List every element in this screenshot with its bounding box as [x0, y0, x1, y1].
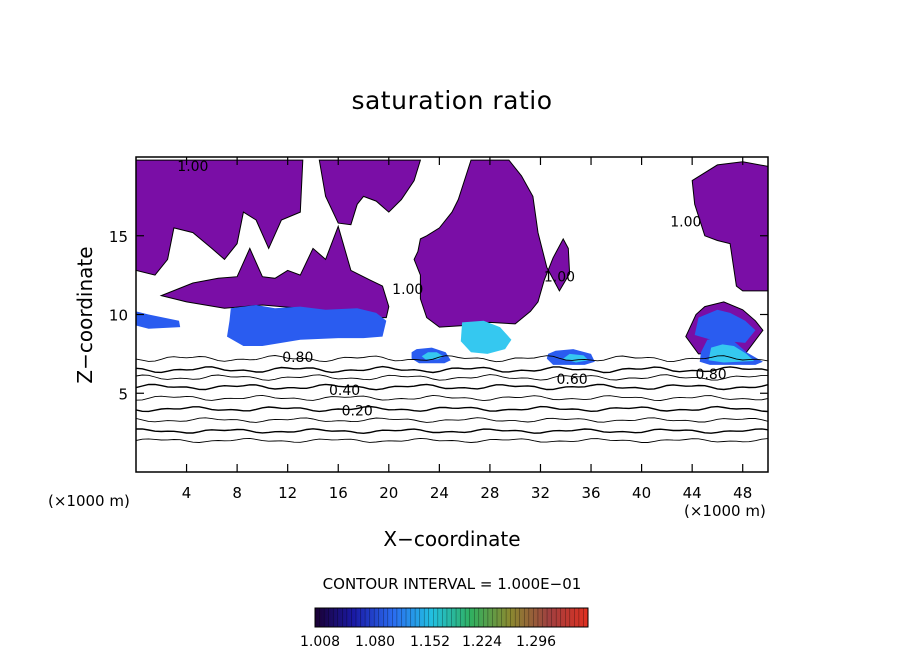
- x-axis-ticks: 4 8 12 16 20 24 28 32 36 40 44 48: [182, 157, 752, 502]
- x-tick-label-12: 12: [278, 484, 297, 502]
- contour-line-0.9: [136, 355, 768, 363]
- x-axis-title: X−coordinate: [383, 527, 520, 551]
- colorbar-ticks: [319, 608, 584, 627]
- contour-line-0.4: [136, 405, 768, 413]
- x-tick-label-44: 44: [683, 484, 702, 502]
- contour-line-0.6: [136, 383, 768, 391]
- region-high-12: [460, 320, 512, 354]
- chart-title: saturation ratio: [351, 86, 553, 115]
- contour-line-0.5: [136, 394, 768, 402]
- contour-line-0.3: [136, 417, 768, 423]
- x-tick-label-48: 48: [733, 484, 752, 502]
- region-low-3: [413, 159, 571, 328]
- contour-interval-label: CONTOUR INTERVAL = 1.000E−01: [322, 575, 582, 593]
- region-low-1: [159, 224, 390, 319]
- contour-label-0: 0.20: [342, 403, 373, 419]
- x-axis-left-unit: (×1000 m): [48, 492, 130, 510]
- colorbar-label-0: 1.008: [300, 634, 341, 650]
- contour-label-1: 0.40: [329, 383, 360, 399]
- x-tick-label-16: 16: [329, 484, 348, 502]
- x-tick-label-20: 20: [379, 484, 398, 502]
- supersaturated-regions: [136, 159, 768, 365]
- colorbar-label-1: 1.080: [355, 634, 396, 650]
- contour-label-4: 0.80: [696, 367, 727, 383]
- contour-label-2: 0.60: [556, 372, 587, 388]
- x-tick-label-24: 24: [430, 484, 449, 502]
- contour-line-0.7: [136, 374, 768, 381]
- contour-label-7: 1.00: [544, 269, 575, 285]
- region-mid-8: [694, 309, 756, 343]
- colorbar-label-3: 1.224: [462, 634, 503, 650]
- contour-label-3: 0.80: [282, 350, 313, 366]
- x-tick-label-36: 36: [581, 484, 600, 502]
- x-tick-label-40: 40: [632, 484, 651, 502]
- region-mid-6: [136, 311, 181, 329]
- y-tick-label-10: 10: [109, 307, 128, 325]
- contour-label-5: 1.00: [177, 159, 208, 175]
- contour-labels: 0.20 0.40 0.60 0.80 0.80 1.00 1.00 1.00 1.00: [177, 159, 726, 419]
- colorbar-label-4: 1.296: [516, 634, 557, 650]
- contour-lines: [136, 355, 768, 443]
- region-low-2: [318, 159, 422, 226]
- region-mid-7: [227, 305, 387, 346]
- colorbar-label-2: 1.152: [410, 634, 451, 650]
- x-axis-right-unit: (×1000 m): [684, 502, 766, 520]
- region-high-14: [708, 344, 755, 363]
- y-tick-label-15: 15: [109, 228, 128, 246]
- region-low-0: [136, 159, 304, 276]
- y-tick-label-5: 5: [118, 385, 128, 403]
- x-tick-label-32: 32: [531, 484, 550, 502]
- contour-line-0.2: [136, 428, 768, 435]
- x-tick-label-4: 4: [182, 484, 192, 502]
- y-axis-title: Z−coordinate: [73, 246, 97, 383]
- x-tick-label-8: 8: [232, 484, 242, 502]
- contour-label-6: 1.00: [392, 282, 423, 298]
- contour-line-0.1: [136, 437, 768, 443]
- contour-label-8: 1.00: [670, 214, 701, 230]
- region-low-4: [691, 161, 768, 292]
- y-axis-ticks: 5 10 15: [109, 228, 768, 403]
- contour-line-0.8: [136, 365, 768, 374]
- x-tick-label-28: 28: [480, 484, 499, 502]
